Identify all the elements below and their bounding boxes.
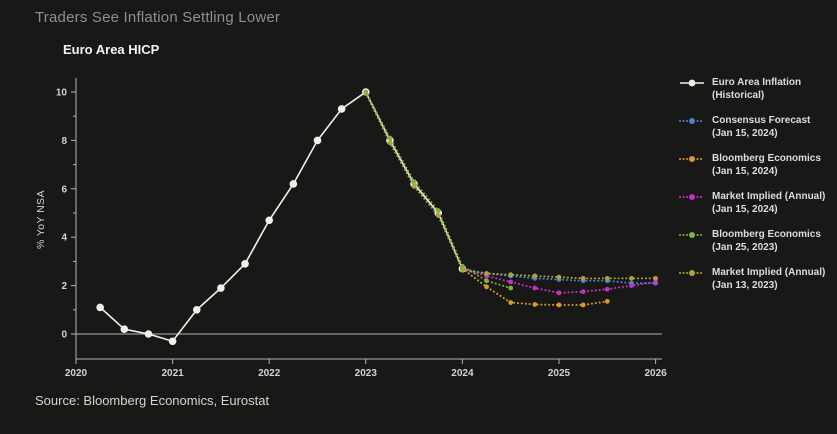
legend-item-sublabel: (Jan 15, 2024): [712, 203, 778, 215]
x-tick-label: 2023: [355, 368, 378, 379]
legend-item-label: Euro Area Inflation: [712, 77, 802, 88]
data-point: [580, 302, 586, 308]
data-point: [532, 302, 538, 307]
legend-item-market-implied-jan-13-2023: Market Implied (Annual) (Jan 13, 2023): [679, 267, 835, 292]
axes: [71, 78, 662, 364]
y-tick-label: 4: [61, 233, 67, 244]
data-point: [168, 337, 177, 346]
y-tick-label: 10: [56, 88, 68, 99]
data-point: [580, 275, 586, 281]
legend-marker-icon: [679, 270, 705, 276]
legend-marker-icon: [679, 232, 705, 238]
data-point: [120, 325, 129, 333]
data-point: [653, 275, 658, 281]
data-point: [484, 271, 489, 276]
data-point: [435, 213, 441, 218]
data-point: [192, 306, 201, 314]
source-note: Source: Bloomberg Economics, Eurostat: [35, 393, 270, 408]
data-point: [604, 286, 610, 292]
data-point: [604, 275, 610, 281]
chart-title: Euro Area HICP: [63, 42, 160, 57]
legend-item-sublabel: (Jan 25, 2023): [712, 241, 778, 253]
legend-marker-icon: [680, 79, 704, 87]
legend-item-label: Bloomberg Economics: [712, 229, 821, 240]
legend-marker-icon: [679, 194, 705, 200]
legend-marker-icon: [679, 118, 705, 124]
legend-item-sublabel: (Jan 15, 2024): [712, 165, 778, 177]
data-point: [556, 274, 562, 280]
y-tick-label: 2: [61, 281, 67, 292]
data-point: [411, 183, 417, 189]
legend-item-label: Market Implied (Annual): [712, 191, 826, 202]
data-point: [363, 90, 369, 96]
data-point: [289, 180, 298, 188]
legend-item-bloomberg-economics-jan-25-2023: Bloomberg Economics (Jan 25, 2023): [679, 229, 835, 254]
x-tick-label: 2025: [548, 368, 571, 379]
legend-item-bloomberg-economics-jan-15-2024: Bloomberg Economics (Jan 15, 2024): [679, 153, 835, 178]
data-point: [96, 303, 104, 312]
legend-item-consensus-jan-15-2024: Consensus Forecast (Jan 15, 2024): [679, 115, 835, 140]
data-point: [484, 284, 489, 290]
legend-item-market-implied-jan-15-2024: Market Implied (Annual) (Jan 15, 2024): [679, 191, 835, 216]
series-bloomberg-economics-jan-25-2023: [363, 89, 514, 291]
data-point: [629, 283, 634, 288]
x-tick-label: 2020: [65, 368, 88, 379]
data-point: [460, 267, 465, 273]
data-point: [604, 298, 610, 304]
series-market-implied-jan-13-2023: [363, 90, 658, 281]
legend-item-label: Market Implied (Annual): [712, 267, 826, 278]
x-tick-label: 2024: [451, 368, 474, 379]
data-point: [653, 279, 658, 285]
data-point: [556, 302, 562, 308]
data-point: [508, 272, 514, 278]
legend-item-sublabel: (Jan 15, 2024): [712, 127, 778, 139]
data-point: [435, 208, 441, 213]
y-tick-label: 6: [61, 184, 67, 195]
legend-item-label: Consensus Forecast: [712, 115, 811, 126]
tick-labels: 0 2 4 6 8 10 2020 2021 2022 2023 2024 2025 2026: [56, 88, 667, 380]
data-point: [484, 278, 489, 284]
legend-item-historical: Euro Area Inflation (Historical): [679, 77, 835, 102]
data-point: [508, 279, 514, 285]
data-point: [387, 140, 393, 146]
data-point: [580, 289, 586, 295]
chart-legend: Euro Area Inflation (Historical) Consensus…: [679, 77, 835, 305]
page-title: Traders See Inflation Settling Lower: [35, 9, 281, 26]
data-point: [241, 260, 249, 268]
data-point: [144, 330, 153, 338]
x-tick-label: 2021: [161, 368, 184, 379]
data-point: [313, 136, 322, 145]
y-tick-label: 0: [61, 330, 67, 341]
legend-item-sublabel: (Historical): [712, 89, 765, 101]
legend-item-label: Bloomberg Economics: [712, 153, 821, 164]
series-historical: [96, 88, 467, 346]
data-point: [532, 273, 538, 279]
data-point: [217, 284, 225, 292]
data-point: [556, 290, 562, 296]
data-point: [265, 216, 274, 225]
legend-marker-icon: [679, 156, 705, 162]
y-tick-label: 8: [61, 136, 67, 147]
data-point: [508, 285, 514, 291]
data-point: [337, 105, 346, 113]
x-tick-label: 2026: [644, 368, 667, 379]
data-point: [532, 285, 538, 291]
legend-item-sublabel: (Jan 13, 2023): [712, 279, 778, 291]
data-point: [629, 275, 634, 281]
x-tick-label: 2022: [258, 368, 281, 379]
data-point: [508, 300, 514, 305]
